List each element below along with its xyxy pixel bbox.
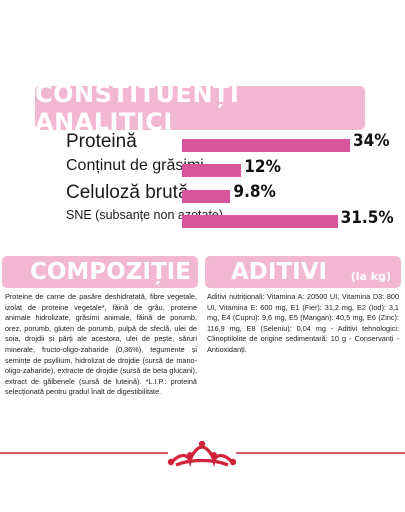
analitici-title: CONSTITUENȚI ANALITICI xyxy=(35,80,365,136)
aditivi-text: Aditivi nutriționali: Vitamina A: 20500 … xyxy=(207,292,399,354)
analitici-row-bar xyxy=(182,215,338,228)
crown-logo-icon xyxy=(167,441,237,468)
aditivi-title: ADITIVI xyxy=(231,259,328,285)
analitici-row-bar xyxy=(182,190,231,203)
analitici-row-value: 34% xyxy=(353,131,390,151)
aditivi-header: ADITIVI (la kg) xyxy=(205,256,401,288)
compozitie-title: COMPOZIȚIE xyxy=(2,256,198,288)
aditivi-unit: (la kg) xyxy=(350,269,391,283)
analitici-row-bar xyxy=(182,164,242,177)
compozitie-text: Proteine de carne de pasăre deshidratată… xyxy=(5,292,197,397)
analitici-row-value: 9.8% xyxy=(233,182,276,202)
analitici-row: SNE (subsanțe non azotate) 31.5% xyxy=(0,208,405,238)
analitici-row-bar xyxy=(182,139,350,152)
analitici-row: Conținut de grăsimi 12% xyxy=(0,157,405,187)
analitici-row-value: 31.5% xyxy=(340,208,394,228)
analitici-row: Proteină 34% xyxy=(0,131,405,161)
analitici-row-value: 12% xyxy=(244,157,281,177)
analitici-row-label: Conținut de grăsimi xyxy=(66,157,204,174)
analitici-row-label: Celuloză brută xyxy=(66,182,189,203)
analitici-row-label: Proteină xyxy=(66,131,137,152)
analitici-row: Celuloză brută 9.8% xyxy=(0,182,405,212)
brand-line xyxy=(0,441,405,468)
